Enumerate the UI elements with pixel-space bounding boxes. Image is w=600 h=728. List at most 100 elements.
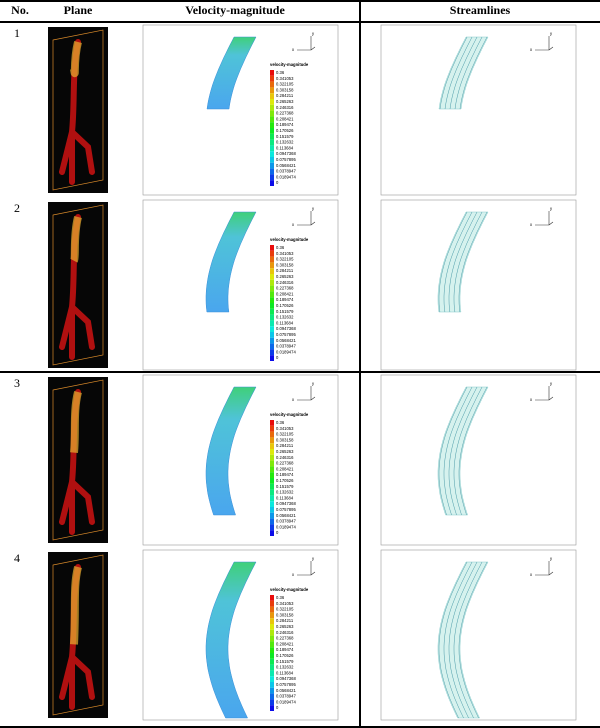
legend-label: 0.0568421 xyxy=(276,163,296,168)
legend-swatch xyxy=(270,641,274,648)
legend-swatch xyxy=(270,145,274,152)
legend-swatch xyxy=(270,489,274,496)
legend-swatch xyxy=(270,116,274,123)
vessel-highlight xyxy=(70,216,82,263)
legend-swatch xyxy=(270,297,274,303)
axis-label: x xyxy=(530,222,533,227)
legend-swatch xyxy=(270,699,274,706)
streamline xyxy=(438,386,468,516)
legend-label: 0.170526 xyxy=(276,653,294,658)
axis-label: x xyxy=(530,47,533,52)
legend-label: 0.208421 xyxy=(276,291,294,296)
streamline xyxy=(448,386,478,516)
streamline xyxy=(443,211,473,313)
axis-label: x xyxy=(292,222,295,227)
legend-swatch xyxy=(270,687,274,694)
legend-swatch xyxy=(270,466,274,473)
header-no: No. xyxy=(11,3,29,17)
streamline xyxy=(444,36,473,110)
plane-outline xyxy=(52,204,104,366)
legend-swatch xyxy=(270,624,274,630)
velocity-body xyxy=(205,561,257,719)
legend-swatch xyxy=(270,274,274,280)
streamline xyxy=(448,561,478,719)
legend-label: 0.0757895 xyxy=(276,157,296,162)
axis-label: y xyxy=(550,206,553,211)
legend-label: 0 xyxy=(276,705,279,710)
legend-label: 0.189474 xyxy=(276,122,294,127)
legend-label: 0.170526 xyxy=(276,128,294,133)
legend-label: 0.227368 xyxy=(276,111,294,116)
legend-label: 0.0378947 xyxy=(276,519,296,524)
axis-triad xyxy=(297,36,316,51)
legend-label: 0.0568421 xyxy=(276,688,296,693)
legend-label: 0.246316 xyxy=(276,105,294,110)
vessel-highlight xyxy=(70,566,82,645)
axis-triad xyxy=(535,211,554,226)
streamline xyxy=(458,211,488,313)
legend-swatch xyxy=(270,110,274,117)
legend-label: 0.0568421 xyxy=(276,513,296,518)
legend-label: 0.265263 xyxy=(276,274,294,279)
legend-label: 0.0947368 xyxy=(276,151,296,156)
velocity-body xyxy=(206,36,257,110)
legend-label: 0.36 xyxy=(276,595,285,600)
legend-swatch xyxy=(270,303,274,309)
legend-swatch xyxy=(270,122,274,128)
streamline xyxy=(453,386,483,516)
vessel-highlight xyxy=(70,41,82,78)
header-velocity: Velocity-magnitude xyxy=(185,3,285,17)
legend-swatch xyxy=(270,501,274,507)
legend-label: 0.0189474 xyxy=(276,174,296,179)
legend-label: 0.227368 xyxy=(276,636,294,641)
legend-label: 0.113684 xyxy=(276,145,294,150)
legend-label: 0.132632 xyxy=(276,140,294,145)
streamline xyxy=(453,211,483,313)
legend-label: 0.189474 xyxy=(276,472,294,477)
legend-label: 0.132632 xyxy=(276,315,294,320)
streamline xyxy=(448,211,478,313)
legend-label: 0.151579 xyxy=(276,309,294,314)
legend-swatch xyxy=(270,618,274,624)
legend-label: 0.0189474 xyxy=(276,524,296,529)
legend-swatch xyxy=(270,676,274,682)
axis-label: x xyxy=(292,397,295,402)
legend-label: 0.341053 xyxy=(276,251,294,256)
legend-swatch xyxy=(270,478,274,484)
legend-swatch xyxy=(270,151,274,157)
legend-label: 0.36 xyxy=(276,245,285,250)
legend-swatch xyxy=(270,308,274,315)
legend-label: 0 xyxy=(276,530,279,535)
streamline xyxy=(449,36,478,110)
legend-swatch xyxy=(270,437,274,444)
legend-swatch xyxy=(270,443,274,449)
legend-label: 0.208421 xyxy=(276,466,294,471)
legend-label: 0.0568421 xyxy=(276,338,296,343)
legend-label: 0.284211 xyxy=(276,268,294,273)
legend-label: 0.322105 xyxy=(276,257,294,262)
legend-swatch xyxy=(270,279,274,286)
plane-outline xyxy=(52,29,104,191)
legend-label: 0.265263 xyxy=(276,624,294,629)
streamline xyxy=(443,386,473,516)
legend-swatch xyxy=(270,245,274,251)
axis-label: y xyxy=(312,206,315,211)
header-streamlines: Streamlines xyxy=(450,3,511,17)
legend-label: 0.0757895 xyxy=(276,507,296,512)
legend-swatch xyxy=(270,180,274,186)
legend-swatch xyxy=(270,291,274,298)
legend-swatch xyxy=(270,705,274,711)
legend-swatch xyxy=(270,162,274,169)
legend-label: 0.189474 xyxy=(276,297,294,302)
legend-swatch xyxy=(270,87,274,94)
legend-label: 0.246316 xyxy=(276,280,294,285)
legend-swatch xyxy=(270,507,274,513)
row-number: 3 xyxy=(14,376,20,390)
streamline xyxy=(459,36,488,110)
legend-swatch xyxy=(270,658,274,665)
legend-label: 0.0947368 xyxy=(276,501,296,506)
legend-swatch xyxy=(270,431,274,438)
legend-swatch xyxy=(270,268,274,274)
legend-swatch xyxy=(270,128,274,134)
